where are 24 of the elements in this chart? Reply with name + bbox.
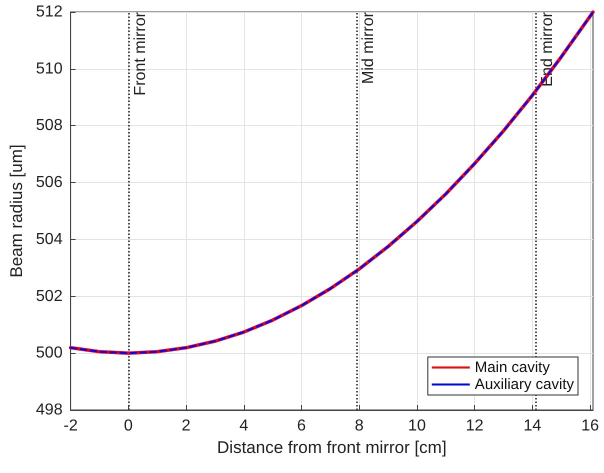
x-tick-label: 2 (182, 418, 191, 434)
y-tick-label: 510 (36, 60, 63, 78)
x-tick-label: 4 (239, 418, 248, 434)
x-tick-label: 12 (466, 418, 484, 434)
x-tick-label: 10 (408, 418, 426, 434)
y-axis-title: Beam radius [um] (7, 144, 26, 278)
x-axis-title: Distance from front mirror [cm] (217, 438, 447, 457)
legend-label: Main cavity (474, 359, 550, 376)
legend-label: Auxiliary cavity (474, 376, 574, 393)
y-tick-label: 498 (36, 402, 63, 418)
x-tick-label: 16 (581, 418, 600, 434)
x-tick-label: 8 (354, 418, 364, 434)
y-tick-label: 512 (36, 4, 63, 20)
x-tick-label: -2 (63, 418, 78, 434)
x-tick-label: 14 (523, 418, 542, 434)
x-tick-label: 0 (124, 418, 133, 434)
y-tick-label: 502 (36, 288, 63, 305)
x-tick-label: 6 (297, 418, 306, 434)
ref-line-label: Mid mirror (360, 11, 377, 84)
ref-line-label: Front mirror (132, 11, 149, 96)
y-tick-label: 500 (36, 344, 63, 362)
y-tick-label: 508 (36, 117, 63, 134)
y-tick-label: 504 (36, 230, 63, 248)
y-tick-label: 506 (36, 174, 63, 192)
